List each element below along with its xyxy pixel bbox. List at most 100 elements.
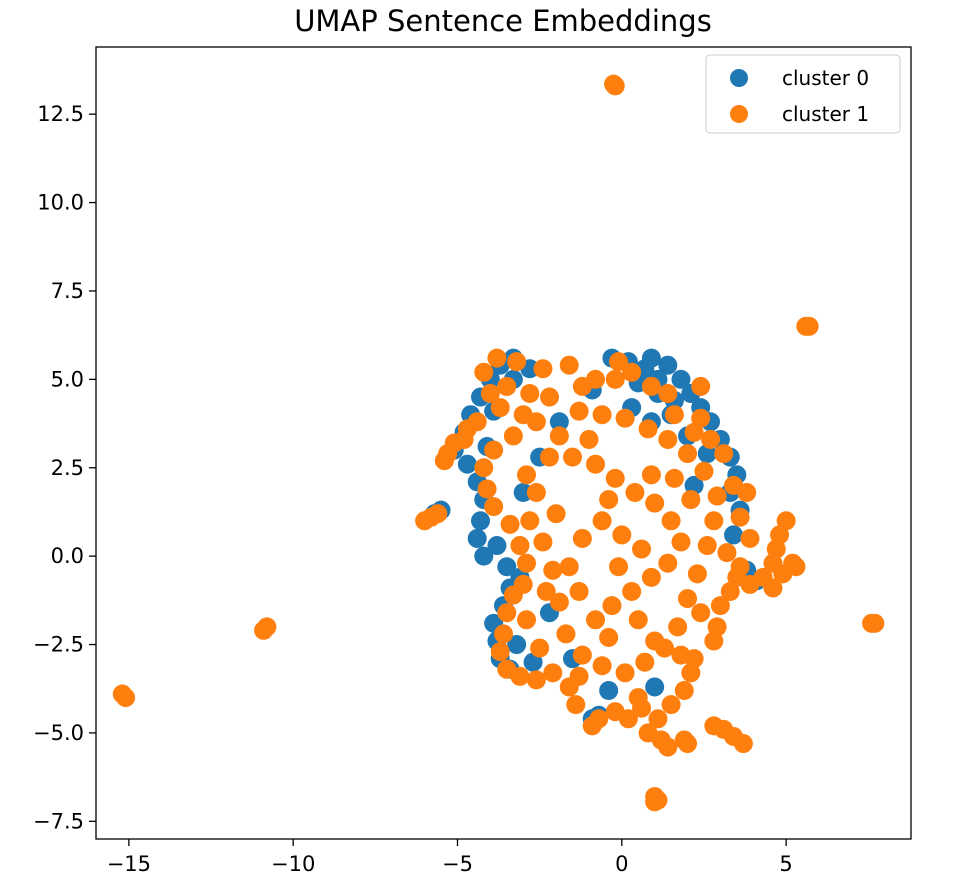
data-point-cluster-1	[602, 596, 622, 616]
data-point-cluster-1	[497, 376, 517, 396]
x-tick-label: −5	[442, 852, 473, 876]
data-point-cluster-1	[641, 376, 661, 396]
data-point-cluster-1	[520, 384, 540, 403]
data-point-cluster-1	[674, 681, 694, 700]
data-point-cluster-1	[572, 528, 592, 548]
data-point-cluster-1	[563, 447, 583, 467]
data-point-cluster-1	[559, 677, 579, 697]
data-point-cluster-1	[592, 405, 612, 425]
y-tick-label: 0.0	[51, 544, 84, 568]
data-point-cluster-1	[579, 429, 599, 449]
data-point-cluster-1	[697, 536, 717, 556]
data-point-cluster-0	[645, 677, 665, 697]
data-point-cluster-0	[487, 536, 507, 556]
data-point-cluster-1	[678, 589, 698, 609]
data-point-cluster-1	[503, 426, 523, 446]
data-point-cluster-0	[507, 635, 527, 655]
data-point-cluster-1	[543, 560, 563, 580]
data-point-cluster-1	[494, 624, 513, 644]
data-point-cluster-1	[530, 638, 550, 658]
data-point-cluster-1	[513, 574, 533, 594]
x-tick-label: −10	[271, 852, 315, 876]
data-point-cluster-1	[776, 511, 796, 531]
data-point-cluster-1	[116, 688, 136, 708]
data-point-cluster-1	[507, 352, 527, 372]
data-point-cluster-0	[474, 546, 494, 566]
data-point-cluster-1	[664, 468, 684, 488]
y-tick-label: 10.0	[37, 191, 84, 215]
data-point-cluster-1	[661, 511, 681, 531]
legend-marker-cluster-0	[730, 69, 748, 87]
data-point-cluster-1	[533, 359, 553, 379]
data-point-cluster-1	[490, 642, 510, 662]
data-point-cluster-1	[428, 504, 448, 524]
legend-label-cluster-1: cluster 1	[782, 102, 869, 126]
data-point-cluster-1	[605, 468, 625, 488]
y-tick-group: −7.5 −5.0 −2.5 0.0 2.5 5.0 7.5 10.0 12.5	[33, 102, 96, 833]
axes-frame	[95, 46, 912, 840]
data-point-cluster-1	[710, 596, 730, 616]
data-point-cluster-1	[586, 610, 606, 630]
data-point-cluster-0	[697, 444, 717, 464]
data-point-cluster-1	[520, 511, 540, 531]
data-point-cluster-1	[865, 613, 885, 633]
data-point-cluster-1	[612, 525, 632, 545]
data-point-cluster-1	[694, 461, 714, 481]
data-point-cluster-1	[510, 536, 530, 556]
data-point-cluster-1	[569, 401, 589, 421]
data-point-cluster-1	[586, 454, 606, 474]
data-point-cluster-1	[477, 479, 497, 499]
data-point-cluster-1	[737, 483, 757, 502]
data-point-cluster-1	[625, 483, 645, 502]
data-point-cluster-1	[484, 497, 504, 517]
data-point-cluster-1	[517, 465, 537, 485]
data-point-cluster-0	[467, 528, 487, 548]
data-point-cluster-0	[658, 355, 678, 375]
data-point-cluster-0	[671, 369, 691, 389]
data-point-cluster-1	[444, 433, 464, 453]
data-point-cluster-1	[500, 514, 520, 534]
data-point-cluster-1	[678, 444, 698, 464]
y-tick-label: 7.5	[51, 279, 84, 303]
data-point-cluster-1	[681, 490, 701, 510]
data-point-cluster-0	[684, 475, 704, 495]
data-point-cluster-1	[592, 511, 612, 531]
data-point-cluster-1	[730, 507, 750, 527]
data-point-cluster-1	[671, 645, 691, 665]
legend-marker-cluster-1	[730, 105, 748, 123]
data-point-cluster-1	[592, 656, 612, 676]
data-point-cluster-1	[540, 387, 560, 407]
data-point-cluster-0	[513, 483, 533, 502]
data-point-cluster-1	[497, 659, 517, 679]
data-point-cluster-0	[549, 412, 569, 432]
data-point-cluster-1	[668, 617, 688, 637]
data-point-cluster-1	[733, 734, 753, 754]
data-point-cluster-1	[599, 627, 619, 647]
data-point-cluster-1	[513, 405, 533, 425]
data-point-cluster-1	[457, 419, 477, 439]
data-point-cluster-1	[770, 525, 790, 545]
data-point-cluster-1	[632, 539, 652, 559]
data-point-cluster-1	[615, 663, 635, 683]
legend: cluster 0 cluster 1	[705, 54, 901, 134]
plot-area	[112, 74, 885, 812]
data-point-cluster-1	[645, 792, 665, 812]
data-point-cluster-1	[681, 663, 701, 683]
data-point-cluster-1	[546, 504, 566, 524]
data-point-cluster-0	[497, 557, 517, 577]
data-point-cluster-1	[628, 610, 648, 630]
y-tick-label: 5.0	[51, 367, 84, 391]
data-point-cluster-1	[474, 362, 494, 382]
data-point-cluster-1	[497, 603, 517, 623]
data-point-cluster-1	[684, 422, 704, 442]
data-point-cluster-1	[533, 532, 553, 552]
data-point-cluster-1	[559, 557, 579, 577]
data-point-cluster-1	[720, 582, 740, 601]
data-point-cluster-1	[635, 652, 655, 672]
data-point-cluster-1	[648, 709, 668, 729]
data-point-cluster-1	[641, 465, 661, 485]
data-point-cluster-1	[540, 447, 560, 467]
data-point-cluster-1	[671, 532, 691, 552]
data-point-cluster-1	[487, 348, 507, 368]
data-point-cluster-1	[658, 384, 678, 403]
